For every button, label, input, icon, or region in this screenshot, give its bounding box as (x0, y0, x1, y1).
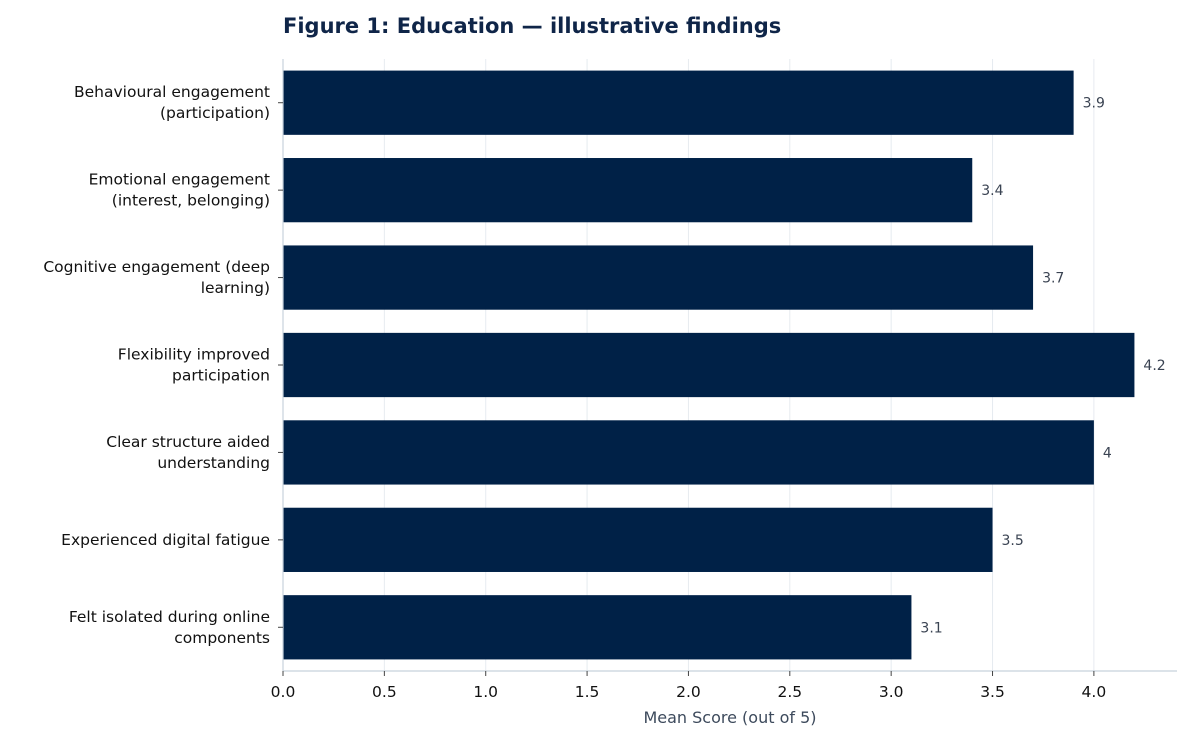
bar (283, 420, 1094, 485)
category-label-line: (interest, belonging) (112, 192, 270, 210)
category-label-line: Felt isolated during online (69, 608, 270, 626)
data-label: 4 (1103, 445, 1112, 461)
x-tick-label: 1.5 (575, 683, 600, 701)
data-label: 3.4 (981, 183, 1003, 199)
bar (283, 245, 1034, 310)
chart-title: Figure 1: Education — illustrative findi… (283, 14, 782, 38)
x-tick-label: 1.0 (473, 683, 498, 701)
x-axis-title: Mean Score (out of 5) (643, 708, 816, 727)
category-label-line: (participation) (160, 104, 270, 122)
x-tick-label: 0.0 (271, 683, 296, 701)
category-label: Clear structure aided understanding (106, 433, 270, 472)
data-label: 3.5 (1002, 533, 1024, 549)
category-label-line: Flexibility improved (118, 346, 270, 364)
category-label-line: Clear structure aided (106, 433, 270, 451)
bar (283, 70, 1074, 135)
x-tick-label: 3.0 (879, 683, 904, 701)
category-label-line: Experienced digital fatigue (61, 531, 270, 549)
category-label: Emotional engagement (interest, belonging… (89, 171, 270, 210)
axes (278, 59, 1177, 676)
category-label-line: components (174, 629, 270, 647)
bar (283, 332, 1135, 398)
category-label-line: understanding (157, 454, 270, 472)
bar (283, 595, 912, 660)
x-tick-label: 0.5 (372, 683, 397, 701)
x-tick-label: 4.0 (1082, 683, 1107, 701)
category-label-line: learning) (201, 279, 270, 297)
bar (283, 158, 973, 223)
category-label-line: participation (172, 367, 270, 385)
bar (283, 507, 993, 572)
data-label: 3.1 (920, 620, 942, 636)
category-label-line: Behavioural engagement (74, 83, 270, 101)
category-label: Experienced digital fatigue (61, 531, 270, 549)
category-label-line: Cognitive engagement (deep (43, 258, 270, 276)
data-label: 3.7 (1042, 271, 1064, 287)
category-label: Cognitive engagement (deep learning) (43, 258, 270, 297)
category-label: Felt isolated during online components (69, 608, 270, 647)
category-label: Behavioural engagement (participation) (74, 83, 270, 122)
x-tick-label: 2.0 (676, 683, 701, 701)
bars (283, 70, 1135, 660)
data-label: 4.2 (1143, 358, 1165, 374)
category-label: Flexibility improved participation (118, 346, 270, 385)
category-label-line: Emotional engagement (89, 171, 270, 189)
labels: 0.0 0.5 1.0 1.5 2.0 2.5 3.0 3.5 4.0 Behavioural e… (43, 83, 1165, 701)
x-tick-label: 2.5 (777, 683, 802, 701)
data-label: 3.9 (1083, 96, 1105, 112)
x-tick-label: 3.5 (980, 683, 1005, 701)
